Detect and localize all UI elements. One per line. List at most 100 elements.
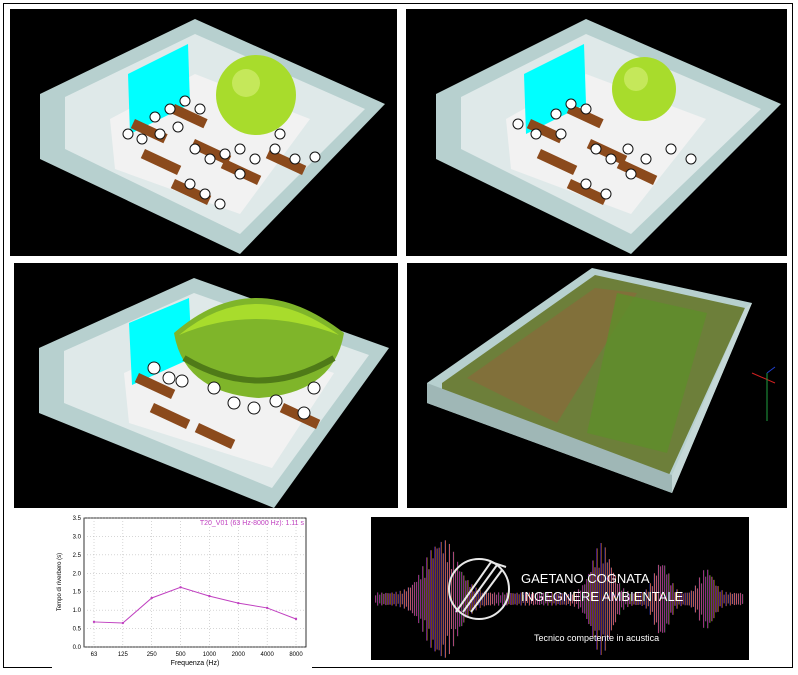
data-point [179,586,182,589]
room-render-1 [10,9,397,256]
outer-frame [3,3,793,668]
wave-bar [715,585,717,613]
wave-bar [606,562,608,636]
wave-bar [612,572,614,626]
y-tick-label: 0.0 [73,645,82,651]
wave-bar [678,593,680,605]
wave-bar [739,592,742,606]
wave-bar [541,593,543,605]
wave-bar [633,593,635,605]
wave-bar [436,548,438,650]
y-tick-label: 3.0 [73,534,82,540]
wave-bar [498,592,500,606]
wave-bar [457,561,459,637]
wave-bar [698,577,701,621]
wave-bar [688,592,690,606]
wave-bar [422,566,424,632]
wave-bar [649,583,651,615]
wave-bar [424,577,426,621]
wave-bar [727,594,729,604]
wave-bar [432,558,434,640]
x-tick-label: 125 [118,652,129,658]
x-tick-label: 63 [91,652,98,658]
wave-bar [655,575,658,623]
wave-bar [407,587,409,611]
wave-bar [631,592,633,606]
y-tick-label: 2.0 [73,571,82,577]
x-tick-label: 250 [147,652,158,658]
y-tick-label: 0.5 [73,627,82,633]
wave-bar [721,590,723,608]
wave-bar [502,592,504,606]
wave-bar [545,594,547,604]
room-render-4 [407,263,787,508]
wave-bar [700,583,703,615]
wave-bar [409,587,412,611]
wave-bar [696,588,699,610]
wave-bar [405,591,407,607]
wave-bar [500,595,502,603]
wave-bar [662,565,664,633]
wave-bar [561,593,563,605]
y-axis-label: Tempo di riverbero (s) [57,553,63,611]
wave-bar [547,592,549,606]
wave-bar [645,589,647,609]
wave-bar [694,585,696,613]
wave-bar [481,592,483,606]
wave-bar [608,559,610,639]
wave-bar [684,592,686,606]
wave-bar [653,573,655,625]
wave-bar [375,595,377,603]
data-point [150,596,153,600]
data-point [121,621,125,625]
wave-bar [401,593,403,605]
wave-bar [549,595,551,603]
wave-bar [565,592,567,606]
y-tick-label: 2.5 [73,553,82,559]
wave-bar [647,591,649,607]
wave-bar [495,594,498,604]
wave-bar [426,557,428,641]
wave-bar [575,593,578,605]
wave-bar [454,568,457,630]
wave-bar [420,579,422,619]
wave-bar [477,592,479,606]
wave-bar [526,594,528,604]
wave-bar [584,584,586,614]
wave-bar [516,592,518,606]
wave-bar [491,593,494,605]
wave-bar [588,573,590,625]
wave-bar [563,593,565,605]
wave-bar [711,576,713,622]
wave-bar [676,589,678,609]
wave-bar [725,591,727,607]
wave-bar [411,584,414,614]
logo-mark [448,558,510,620]
wave-bar [659,566,662,632]
wave-bar [397,594,399,604]
wave-bar [666,574,668,624]
wave-bar [416,581,418,617]
wave-bar [508,593,510,605]
wave-bar [532,592,535,606]
wave-bar [430,550,432,648]
wave-bar [528,592,530,606]
wave-bar [543,592,545,606]
wave-bar [391,592,393,606]
wave-bar [577,589,580,609]
wave-bar [586,579,588,619]
wave-bar [463,575,465,623]
wave-bar [571,594,573,604]
wave-bar [520,592,522,606]
wave-bar [485,592,487,606]
wave-bar [393,593,395,605]
wave-bar [446,562,448,636]
wave-bar [723,594,725,604]
x-tick-label: 500 [176,652,187,658]
wave-bar [514,593,516,605]
sound-wave-graphic [375,540,744,658]
wave-bar [637,593,639,605]
room-render-2 [406,9,787,256]
wave-bar [573,591,576,607]
wave-bar [504,594,506,604]
